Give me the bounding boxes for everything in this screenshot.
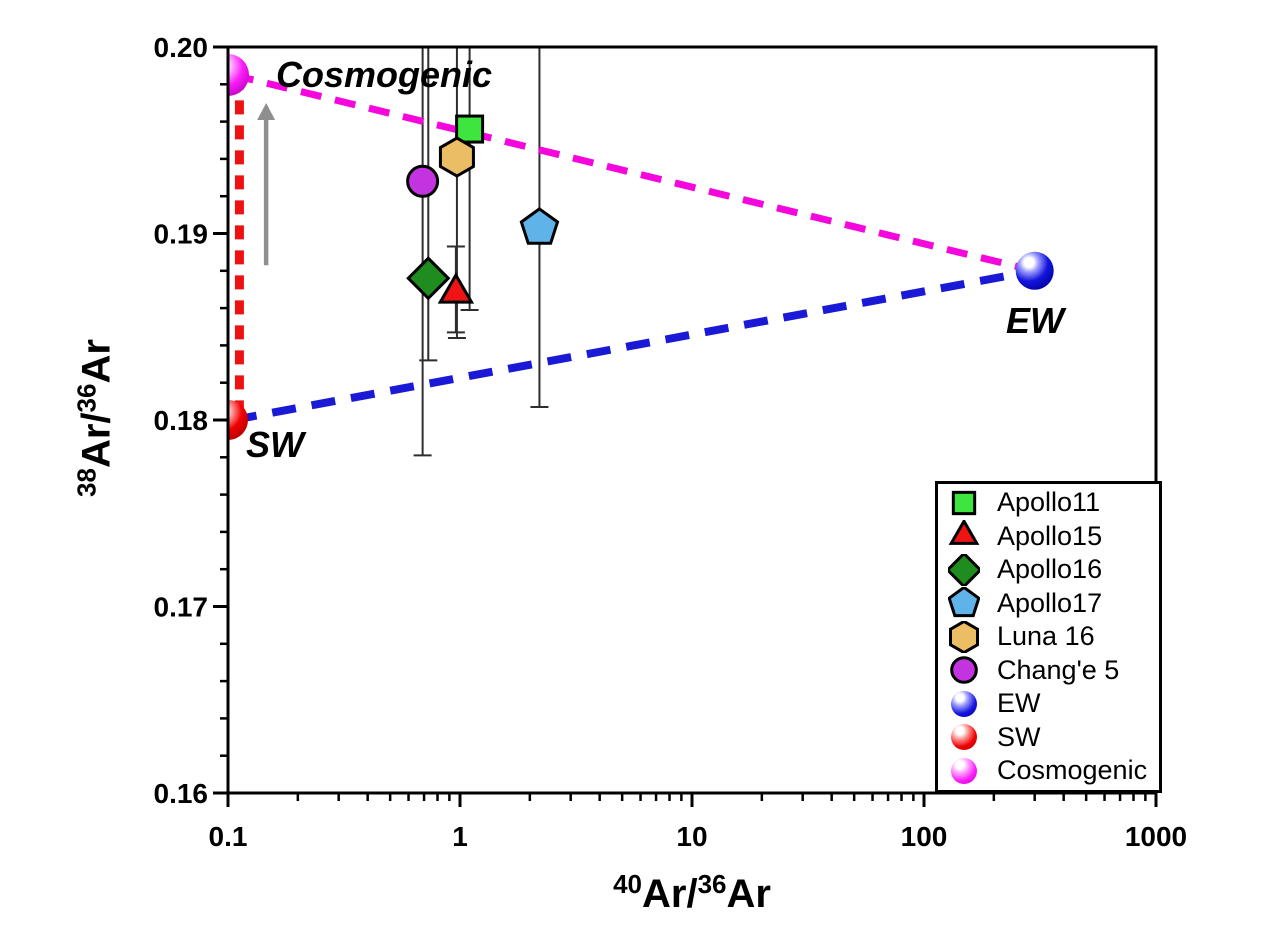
y-axis-title: 38Ar/36Ar	[71, 339, 119, 497]
hexagon-icon	[949, 620, 979, 653]
marker-apollo15	[437, 272, 475, 304]
legend-item-luna16: Luna 16	[943, 620, 1159, 654]
legend-label: EW	[997, 688, 1041, 719]
x-tick-label-1: 1	[452, 821, 468, 852]
blue-sphere-icon	[951, 690, 977, 717]
hexagon-glyph	[949, 620, 979, 653]
legend-label: Cosmogenic	[997, 755, 1148, 786]
marker-luna16	[438, 136, 475, 178]
legend-symbol-hexagon-icon	[943, 620, 985, 653]
legend-symbol-triangle-icon	[943, 520, 985, 552]
red-sphere-icon	[951, 724, 977, 751]
x-tick-label-0.1: 0.1	[209, 821, 248, 852]
legend-item-cosmogenic: Cosmogenic	[943, 754, 1159, 788]
legend-symbol-square-icon	[943, 487, 985, 519]
pentagon-glyph	[948, 587, 980, 618]
endmember-sw-ball	[228, 400, 248, 440]
legend-label: Luna 16	[997, 621, 1095, 652]
square-icon	[951, 490, 977, 515]
trend-arrow-head	[257, 102, 276, 120]
legend-label: Apollo16	[997, 554, 1103, 585]
magenta-sphere-icon	[951, 757, 977, 784]
x-tick-label-10: 10	[676, 821, 707, 852]
legend-item-apollo16: Apollo16	[943, 553, 1159, 587]
legend-label: SW	[997, 721, 1041, 752]
trend-arrow	[257, 102, 276, 266]
legend-label: Apollo11	[997, 487, 1101, 518]
legend-item-apollo17: Apollo17	[943, 587, 1159, 621]
legend-label: Apollo15	[997, 520, 1103, 551]
x-title-superscript-40: 40	[613, 869, 642, 899]
endmember-ew-ball	[1015, 251, 1054, 290]
legend-item-apollo15: Apollo15	[943, 520, 1159, 554]
y-tick-label-0.18: 0.18	[154, 405, 209, 436]
legend-label: Apollo17	[997, 587, 1103, 618]
x-axis-title: 40Ar/36Ar	[613, 869, 771, 916]
legend-symbol-pentagon-icon	[943, 587, 985, 619]
sw-label: SW	[246, 424, 304, 465]
triangle-glyph	[948, 520, 980, 546]
legend-symbol-blue-ball-icon	[943, 690, 985, 717]
mixing-line-cosmogenic-ew	[232, 71, 1036, 275]
diamond-icon	[948, 553, 980, 586]
marker-apollo16	[406, 256, 451, 301]
diamond-glyph	[948, 553, 980, 586]
y-tick-label-0.17: 0.17	[154, 592, 209, 623]
y-title-superscript-38: 38	[71, 468, 102, 497]
axis-ticks	[213, 45, 1158, 807]
marker-change5	[406, 164, 440, 198]
mixing-line-sw-ew	[232, 266, 1036, 424]
error-bars	[413, 47, 549, 457]
tick-labels: 0.1 1 10 100 1000 0.16 0.17 0.18 0.19 0.20	[154, 32, 1188, 852]
y-tick-label-0.19: 0.19	[154, 219, 209, 250]
y-title-superscript-36: 36	[71, 383, 102, 413]
legend-item-ew: EW	[943, 687, 1159, 721]
circle-glyph	[950, 656, 978, 685]
marker-apollo11	[455, 114, 485, 144]
y-tick-label-0.20: 0.20	[154, 32, 209, 63]
circle-icon	[950, 656, 978, 685]
legend-label: Chang'e 5	[997, 654, 1120, 685]
cosmogenic-label: Cosmogenic	[276, 54, 493, 95]
legend-item-apollo11: Apollo11	[943, 486, 1159, 520]
endmember-balls	[228, 53, 1054, 440]
legend-symbol-diamond-icon	[943, 553, 985, 586]
legend-symbol-red-ball-icon	[943, 724, 985, 751]
x-tick-label-1000: 1000	[1125, 821, 1187, 852]
x-tick-label-100: 100	[901, 821, 948, 852]
y-tick-label-0.16: 0.16	[154, 778, 209, 809]
legend-symbol-circle-icon	[943, 654, 985, 686]
square-glyph	[951, 490, 977, 515]
pentagon-icon	[948, 587, 980, 618]
legend-item-sw: SW	[943, 721, 1159, 755]
legend: Apollo11 Apollo15 Apollo16 Apollo17 Luna 16 C…	[935, 481, 1162, 793]
x-title-superscript-36: 36	[697, 869, 727, 899]
ew-label: EW	[1006, 300, 1064, 341]
triangle-icon	[948, 520, 980, 546]
legend-symbol-magenta-ball-icon	[943, 757, 985, 784]
marker-apollo17	[519, 207, 560, 245]
endmember-cosmogenic-ball	[228, 53, 249, 96]
legend-item-change5: Chang'e 5	[943, 654, 1159, 688]
